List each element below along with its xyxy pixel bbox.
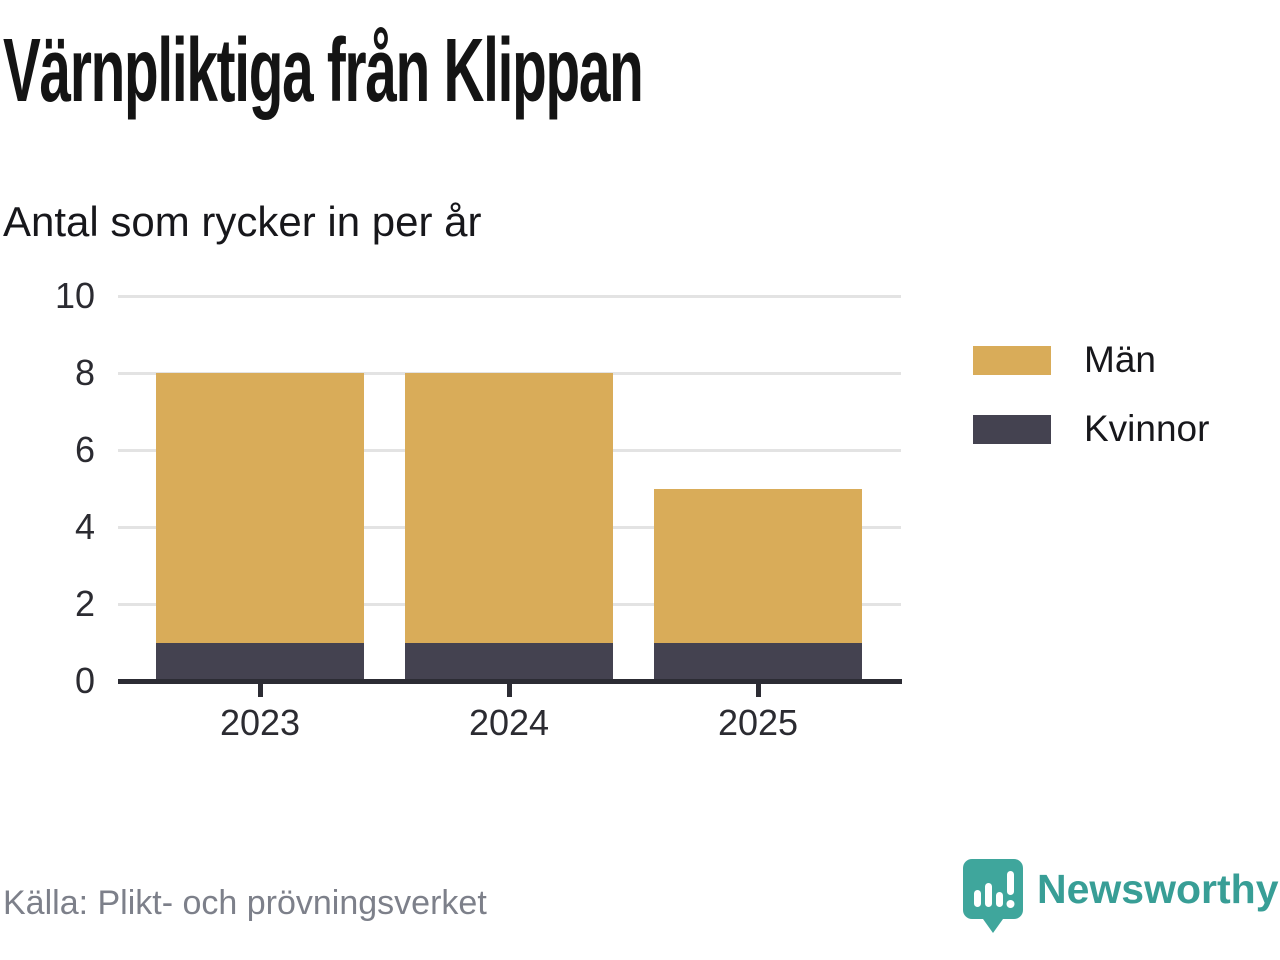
y-tick-label-6: 6 (74, 429, 95, 470)
brand-name: Newsworthy (1037, 866, 1279, 912)
x-axis-line (118, 679, 902, 684)
newsworthy-logo-icon (963, 859, 1023, 933)
y-tick-label-10: 10 (54, 275, 95, 316)
chart-title: Värnpliktiga från Klippan (3, 21, 644, 121)
chart-subtitle: Antal som rycker in per år (3, 198, 482, 245)
x-tick-label-2024: 2024 (468, 702, 550, 743)
gridline-10 (118, 294, 901, 298)
x-tick-mark-2025 (755, 684, 761, 697)
bar-segment-män-2025 (654, 488, 862, 643)
legend-label-kvinnor: Kvinnor (1084, 408, 1210, 449)
legend-label-män: Män (1084, 339, 1156, 380)
bar-segment-män-2024 (405, 373, 613, 643)
x-tick-mark-2023 (257, 684, 263, 697)
x-tick-label-2023: 2023 (219, 702, 301, 743)
legend-item-män: Män (973, 339, 1209, 381)
legend-item-kvinnor: Kvinnor (973, 408, 1209, 450)
legend: Män Kvinnor (973, 339, 1209, 477)
y-tick-label-2: 2 (74, 583, 95, 624)
source-note: Källa: Plikt- och prövningsverket (3, 884, 487, 922)
plot-area (118, 294, 901, 681)
bar-segment-kvinnor-2024 (405, 642, 613, 681)
brand-logo: Newsworthy (962, 858, 1279, 936)
legend-swatch-män (973, 345, 1051, 375)
x-tick-mark-2024 (506, 684, 512, 697)
y-tick-label-4: 4 (74, 506, 95, 547)
y-tick-label-0: 0 (74, 660, 95, 701)
bar-segment-män-2023 (156, 373, 364, 643)
bar-segment-kvinnor-2025 (654, 642, 862, 681)
bar-segment-kvinnor-2023 (156, 642, 364, 681)
y-tick-label-8: 8 (74, 352, 95, 393)
x-tick-label-2025: 2025 (717, 702, 799, 743)
legend-swatch-kvinnor (973, 414, 1051, 444)
